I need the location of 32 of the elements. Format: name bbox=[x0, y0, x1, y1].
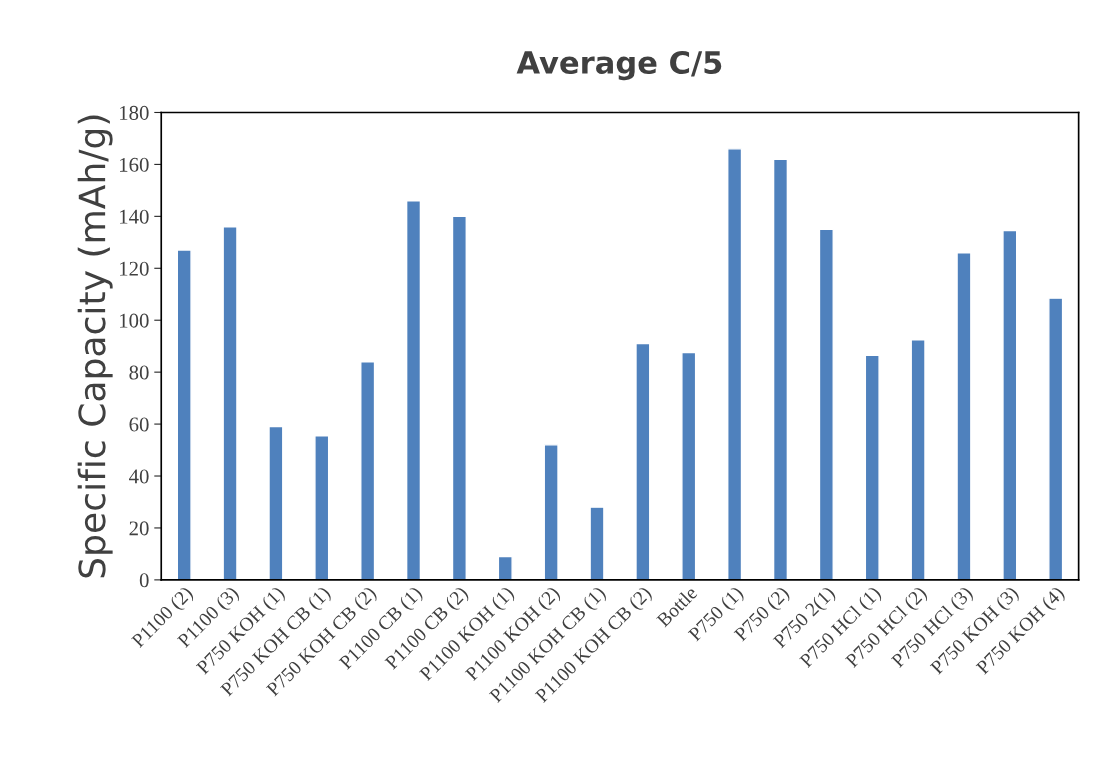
bar bbox=[451, 215, 467, 580]
bar bbox=[681, 351, 697, 580]
y-axis-title: Specific Capacity (mAh/g) bbox=[77, 115, 113, 578]
bar bbox=[176, 249, 192, 580]
bar bbox=[956, 252, 972, 580]
chart-title: Average C/5 bbox=[516, 50, 722, 81]
bar bbox=[314, 435, 330, 580]
bar bbox=[543, 444, 559, 580]
bar bbox=[772, 158, 789, 580]
bar bbox=[360, 361, 376, 580]
y-tick-label: 0 bbox=[139, 573, 149, 588]
y-tick-label: 160 bbox=[120, 157, 149, 172]
bar bbox=[635, 342, 651, 580]
bar bbox=[497, 555, 513, 580]
bar bbox=[1002, 229, 1018, 580]
bar bbox=[222, 226, 238, 580]
bar bbox=[405, 200, 422, 580]
bar bbox=[818, 228, 834, 580]
bar bbox=[910, 338, 926, 580]
bar bbox=[864, 354, 880, 580]
y-tick-label: 120 bbox=[120, 261, 149, 276]
y-tick-label: 140 bbox=[120, 209, 149, 224]
y-tick-label: 80 bbox=[129, 365, 149, 380]
y-tick-label: 20 bbox=[129, 521, 149, 536]
y-tick-label: 40 bbox=[129, 469, 149, 484]
bar bbox=[589, 506, 605, 580]
bar bbox=[1048, 297, 1064, 580]
bar bbox=[268, 425, 284, 580]
y-tick-label: 100 bbox=[120, 313, 149, 328]
y-tick-label: 60 bbox=[129, 417, 149, 432]
bar bbox=[727, 148, 743, 580]
y-tick-label: 180 bbox=[120, 105, 149, 120]
